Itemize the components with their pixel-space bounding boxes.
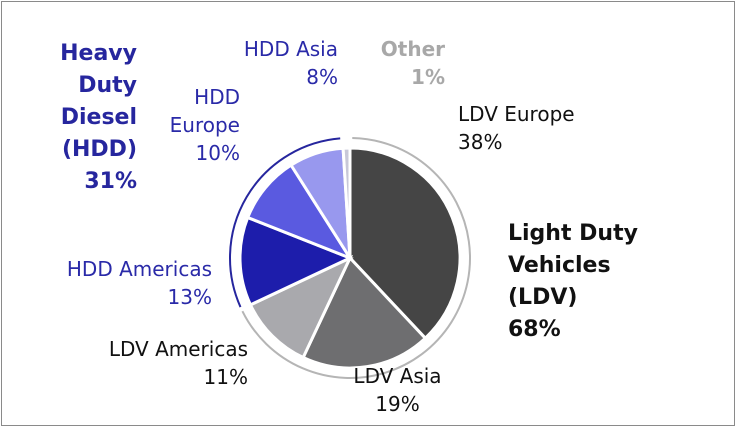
group-label: Heavy Duty Diesel (HDD) 31% xyxy=(20,38,137,198)
group-value: 31% xyxy=(84,169,137,194)
slice-label: Other 1% xyxy=(360,35,445,91)
slice-label: HDD Asia 8% xyxy=(200,35,338,91)
slice-value: 10% xyxy=(195,141,240,165)
pie-slice xyxy=(301,255,428,370)
group-arc xyxy=(229,137,341,308)
group-arc xyxy=(241,137,471,379)
slice-label: LDV Americas 11% xyxy=(60,335,248,391)
slice-name: HDD Americas xyxy=(66,257,212,281)
slice-value: 8% xyxy=(306,65,338,89)
group-label: Light Duty Vehicles (LDV) 68% xyxy=(508,218,658,346)
slice-name: HDD Europe xyxy=(169,85,240,137)
slice-label: HDD Europe 10% xyxy=(140,83,240,167)
slice-name: LDV Asia xyxy=(353,364,442,388)
group-name: Light Duty Vehicles (LDV) xyxy=(508,221,638,310)
slice-value: 1% xyxy=(411,65,445,89)
slice-value: 11% xyxy=(203,365,248,389)
slice-name: Other xyxy=(380,37,445,61)
pie-slice xyxy=(238,215,354,307)
pie-slice xyxy=(348,146,462,341)
pie-slice xyxy=(341,146,352,259)
slice-name: HDD Asia xyxy=(243,37,338,61)
slice-value: 19% xyxy=(375,392,420,416)
slice-value: 13% xyxy=(167,285,212,309)
slice-label: HDD Americas 13% xyxy=(20,255,212,311)
slice-label: LDV Asia 19% xyxy=(340,362,455,418)
slice-name: LDV Americas xyxy=(108,337,248,361)
slice-value: 38% xyxy=(458,130,503,154)
slice-label: LDV Europe 38% xyxy=(458,100,618,156)
group-value: 68% xyxy=(508,317,561,342)
group-name: Heavy Duty Diesel (HDD) xyxy=(60,41,137,162)
slice-name: LDV Europe xyxy=(458,102,575,126)
